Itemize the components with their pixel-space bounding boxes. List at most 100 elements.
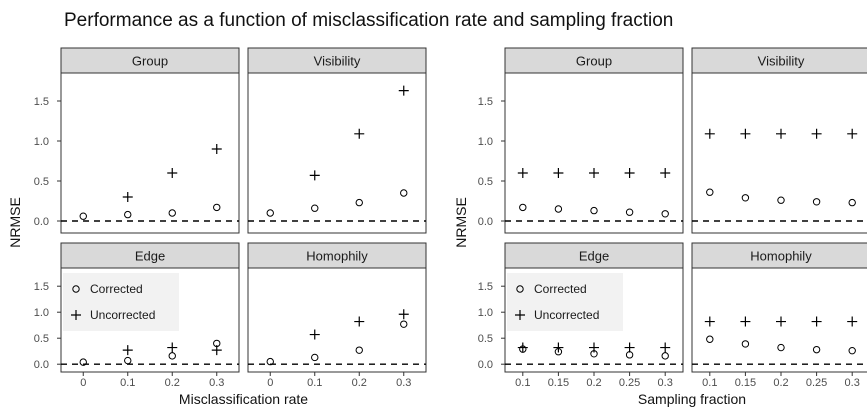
y-tick-label: 1.0 [478, 307, 493, 319]
point-uncorrected [553, 168, 564, 178]
legend-label-uncorrected: Uncorrected [534, 308, 599, 322]
legend-label-corrected: Corrected [534, 282, 587, 296]
point-corrected [554, 205, 563, 213]
point-corrected [266, 209, 274, 217]
y-tick-label: 0.0 [34, 216, 49, 228]
x-tick-label: 0.1 [702, 377, 717, 389]
legend-key-uncorrected [71, 310, 81, 320]
point-uncorrected [740, 128, 751, 139]
point-uncorrected [776, 128, 786, 139]
legend-key-corrected [516, 285, 524, 293]
facet-strip-label: Edge [579, 249, 609, 264]
facet-strip-label: Visibility [758, 54, 805, 69]
point-corrected [400, 320, 408, 328]
point-uncorrected [122, 345, 133, 356]
facet-strip [60, 47, 240, 74]
y-tick-label: 1.5 [34, 281, 49, 293]
facet-strip [247, 242, 427, 269]
point-uncorrected [517, 342, 528, 353]
legend-label-uncorrected: Uncorrected [90, 308, 155, 322]
point-corrected [124, 356, 132, 365]
point-uncorrected [354, 316, 365, 327]
y-tick-label: 1.0 [478, 136, 493, 148]
point-uncorrected [660, 168, 671, 178]
x-tick-label: 0.2 [586, 377, 601, 389]
point-uncorrected [167, 168, 178, 178]
facet-strip-label: Homophily [306, 249, 368, 264]
x-tick-label: 0.3 [658, 377, 673, 389]
facet-panel [247, 72, 427, 234]
point-uncorrected [309, 329, 320, 340]
legend-box [63, 273, 179, 331]
point-uncorrected [776, 316, 786, 327]
point-corrected [311, 204, 319, 212]
facet-strip-label: Group [132, 54, 168, 69]
point-corrected [661, 210, 669, 218]
y-axis-title: NRMSE [7, 197, 23, 248]
x-tick-label: 0.15 [735, 377, 756, 389]
point-uncorrected [167, 342, 178, 353]
point-uncorrected [704, 128, 715, 139]
facet-panel [247, 267, 427, 373]
y-tick-label: 0.5 [34, 176, 49, 188]
point-uncorrected [624, 342, 635, 353]
point-uncorrected [553, 342, 564, 353]
x-tick-label: 0.25 [619, 377, 640, 389]
point-uncorrected [309, 170, 320, 181]
point-corrected [741, 194, 750, 202]
point-corrected [706, 335, 714, 343]
y-tick-label: 1.5 [478, 281, 493, 293]
point-uncorrected [847, 128, 858, 139]
facet-strip [60, 242, 240, 269]
x-tick-label: 0.3 [209, 377, 224, 389]
point-corrected [355, 346, 363, 354]
y-tick-label: 0.5 [478, 333, 493, 345]
point-corrected [79, 212, 87, 220]
point-corrected [848, 346, 856, 355]
legend-label-corrected: Corrected [90, 282, 143, 296]
facet-strip [504, 242, 684, 269]
point-uncorrected [122, 192, 133, 202]
x-tick-label: 0 [80, 377, 86, 389]
point-uncorrected [211, 144, 222, 154]
point-corrected [812, 198, 821, 206]
point-uncorrected [589, 342, 599, 353]
point-corrected [213, 203, 221, 212]
point-corrected [400, 189, 408, 197]
x-tick-label: 0.25 [806, 377, 827, 389]
point-corrected [625, 208, 634, 216]
y-tick-label: 0.0 [478, 216, 493, 228]
x-tick-label: 0.2 [165, 377, 180, 389]
x-tick-label: 0.15 [548, 377, 569, 389]
point-corrected [812, 345, 821, 354]
y-axis-title: NRMSE [453, 197, 469, 248]
facet-panel [691, 72, 867, 234]
facet-strip-label: Homophily [750, 249, 812, 264]
legend-key-uncorrected [515, 310, 525, 320]
point-uncorrected [624, 168, 635, 178]
point-corrected [706, 188, 714, 196]
figure-title: Performance as a function of misclassifi… [64, 10, 674, 31]
y-tick-label: 1.5 [478, 96, 493, 108]
point-corrected [848, 198, 856, 207]
point-uncorrected [660, 342, 671, 353]
point-corrected [355, 198, 363, 207]
y-tick-label: 0.0 [478, 359, 493, 371]
point-corrected [519, 203, 527, 212]
point-corrected [266, 357, 274, 366]
point-corrected [168, 352, 176, 360]
point-corrected [79, 358, 87, 366]
y-tick-label: 0.5 [478, 176, 493, 188]
point-corrected [741, 340, 750, 348]
facet-strip [504, 47, 684, 74]
point-uncorrected [847, 316, 858, 327]
point-uncorrected [811, 128, 822, 139]
facet-strip-label: Visibility [314, 54, 361, 69]
point-corrected [777, 343, 785, 352]
legend-box [507, 273, 623, 331]
x-tick-label: 0.1 [307, 377, 322, 389]
point-uncorrected [517, 168, 528, 178]
point-uncorrected [398, 85, 409, 96]
y-tick-label: 1.5 [34, 96, 49, 108]
